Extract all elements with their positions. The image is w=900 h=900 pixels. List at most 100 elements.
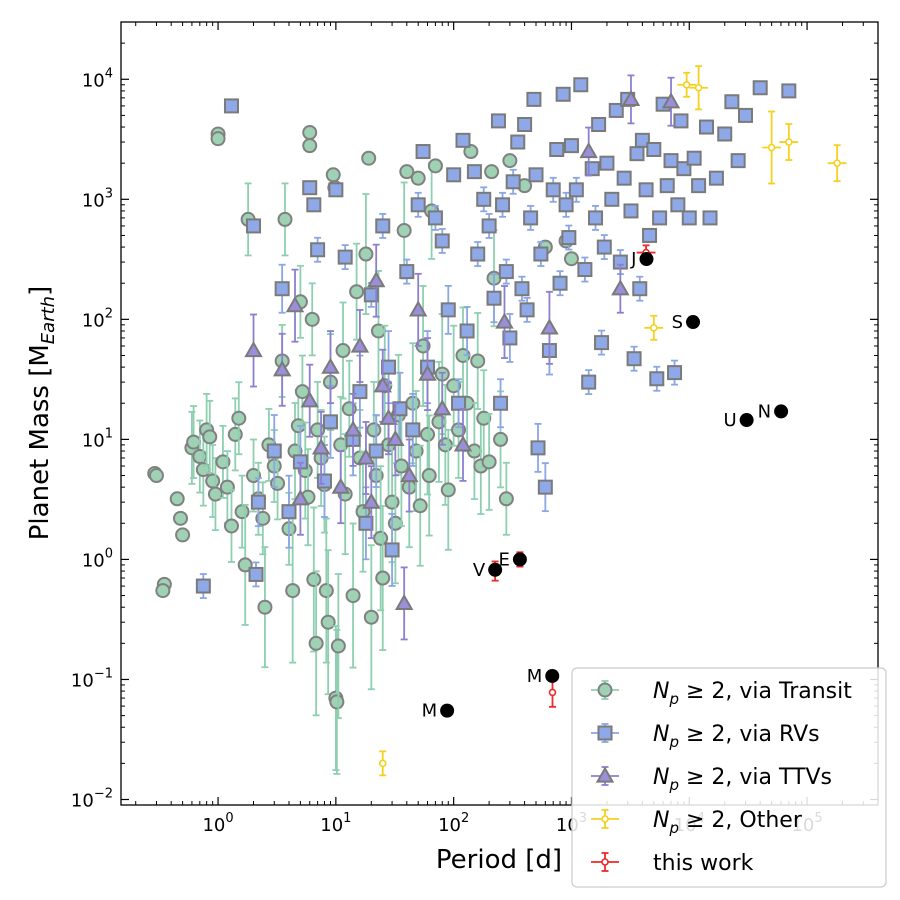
data-point	[427, 158, 443, 174]
data-point	[730, 153, 746, 169]
data-point	[594, 335, 610, 351]
data-point	[493, 395, 509, 411]
data-point	[555, 86, 571, 102]
data-point	[272, 360, 292, 377]
data-point	[270, 475, 286, 491]
data-point	[337, 249, 353, 265]
data-point	[223, 518, 239, 534]
data-point	[320, 614, 336, 630]
data-point	[231, 410, 247, 426]
data-point	[673, 113, 689, 129]
data-point	[378, 759, 387, 768]
data-point	[300, 391, 319, 408]
data-point	[691, 178, 707, 194]
solar-planet-label: M	[527, 666, 543, 687]
data-point	[408, 300, 428, 317]
data-point	[611, 279, 630, 296]
data-point	[581, 374, 597, 390]
solar-planet-label: V	[473, 560, 486, 581]
solar-planet-label: E	[499, 549, 510, 570]
data-point	[596, 239, 612, 255]
data-point	[481, 454, 497, 470]
data-point	[563, 251, 579, 267]
data-point	[682, 80, 691, 89]
solar-planet-point	[545, 668, 560, 683]
data-point	[257, 599, 273, 615]
data-point	[330, 638, 346, 654]
data-point	[440, 302, 456, 318]
data-point	[495, 312, 514, 329]
legend-marker	[601, 858, 609, 866]
data-point	[234, 504, 250, 520]
plot-area: M V E M J S U N	[147, 65, 847, 777]
x-axis-label: Period [d]	[436, 845, 562, 875]
series-ttv	[244, 74, 681, 641]
data-point	[186, 434, 202, 450]
legend: Np ≥ 2, via Transit Np ≥ 2, via RVs Np ≥ 2…	[571, 667, 887, 888]
data-point	[308, 635, 324, 651]
data-point	[384, 494, 400, 510]
data-point	[431, 414, 447, 430]
data-point	[373, 376, 392, 393]
data-point	[195, 578, 211, 594]
data-point	[659, 178, 675, 194]
data-point	[285, 296, 305, 313]
data-point	[540, 318, 559, 335]
legend-marker	[597, 682, 613, 698]
data-point	[510, 134, 526, 150]
data-point	[352, 384, 368, 400]
data-point	[349, 284, 365, 300]
data-point	[410, 197, 426, 213]
legend-label: Np ≥ 2, via RVs	[653, 722, 820, 751]
data-point	[434, 233, 450, 249]
data-point	[724, 94, 740, 110]
data-point	[579, 142, 598, 159]
data-point	[227, 426, 243, 442]
solar-planet-label: J	[630, 249, 636, 270]
data-point	[616, 170, 632, 186]
solar-planet-point	[512, 552, 527, 567]
data-point	[306, 572, 322, 588]
data-point	[502, 330, 518, 346]
y-tick-label: 10−2	[71, 787, 113, 812]
data-point	[393, 458, 409, 474]
data-point	[316, 473, 332, 489]
data-point	[698, 119, 714, 135]
data-point	[169, 491, 185, 507]
data-point	[453, 435, 473, 452]
data-point	[626, 351, 642, 367]
data-point	[629, 146, 645, 162]
series-other	[378, 65, 847, 777]
data-point	[375, 570, 391, 586]
data-point	[306, 197, 322, 213]
data-point	[548, 688, 557, 697]
data-point	[470, 353, 486, 369]
data-point	[285, 583, 301, 599]
legend-item-transit: Np ≥ 2, via Transit	[591, 679, 852, 708]
data-point	[366, 271, 386, 288]
data-point	[519, 302, 535, 318]
data-point	[484, 164, 500, 180]
data-point	[577, 262, 593, 278]
data-point	[244, 341, 263, 358]
data-point	[207, 486, 223, 502]
data-point	[737, 107, 753, 123]
data-point	[498, 264, 514, 280]
data-point	[661, 92, 681, 109]
data-point	[785, 138, 793, 146]
data-point	[584, 161, 600, 177]
data-point	[148, 468, 164, 484]
data-point	[335, 343, 351, 359]
data-point	[526, 91, 542, 107]
data-point	[493, 431, 509, 447]
data-point	[384, 542, 400, 558]
data-point	[210, 131, 226, 147]
data-point	[470, 246, 486, 262]
data-point	[343, 420, 363, 437]
data-point	[215, 454, 231, 470]
data-point	[173, 510, 189, 526]
data-point	[530, 440, 546, 456]
data-point	[523, 210, 539, 226]
data-point	[281, 504, 297, 520]
